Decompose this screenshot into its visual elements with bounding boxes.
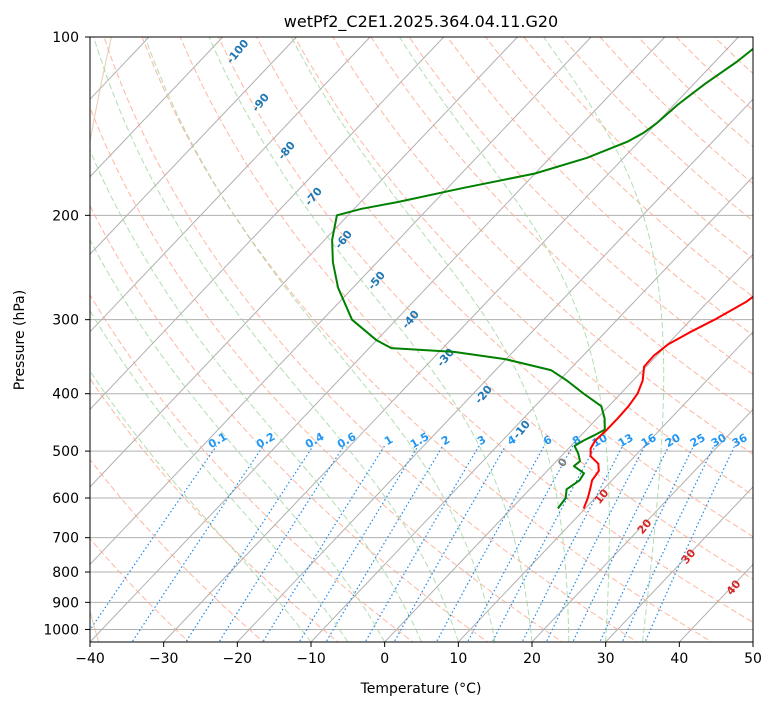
dry-adiabat-line: [142, 37, 716, 644]
mixing-ratio-label: 6: [541, 433, 554, 448]
y-tick-label: 900: [52, 595, 79, 611]
dry-adiabat-line: [0, 37, 341, 644]
dry-adiabat-label: 0: [555, 455, 570, 469]
x-tick-label: −40: [75, 651, 105, 667]
dry-adiabat-line: [753, 37, 775, 644]
dry-adiabat-line: [333, 37, 775, 644]
moist-adiabat-label: -40: [399, 308, 422, 332]
plot-frame: [90, 37, 753, 642]
mixing-ratio-line: [364, 446, 479, 645]
y-tick-label: 100: [52, 30, 79, 46]
mixing-ratio-line: [184, 446, 313, 645]
isotherm-line: [532, 37, 775, 642]
x-axis-label: Temperature (°C): [360, 681, 482, 697]
dry-adiabat-line: [409, 37, 775, 644]
mixing-ratio-label: 0.6: [335, 430, 359, 451]
isotherm-line: [90, 37, 665, 642]
chart-title: wetPf2_C2E1.2025.364.04.11.G20: [284, 12, 558, 32]
y-tick-label: 400: [52, 387, 79, 403]
mixing-ratio-line: [466, 446, 573, 645]
moist-adiabat-label: -60: [332, 228, 355, 252]
mixing-ratio-label: 30: [709, 431, 729, 450]
mixing-ratio-line: [298, 446, 418, 645]
y-tick-label: 500: [52, 444, 79, 460]
isotherm-line: [0, 37, 296, 642]
isotherm-line: [753, 37, 775, 642]
mixing-ratio-label: 25: [688, 431, 708, 450]
x-tick-label: 30: [597, 651, 615, 667]
moist-adiabat-line: [544, 37, 664, 642]
dry-adiabat-line: [257, 37, 775, 644]
y-tick-label: 200: [52, 208, 79, 224]
x-tick-label: 20: [523, 651, 541, 667]
isotherm-line: [0, 37, 517, 642]
dry-adiabat-line: [28, 37, 491, 644]
y-tick-label: 700: [52, 531, 79, 547]
mixing-ratio-label: 0.1: [206, 430, 229, 451]
mixing-ratio-line: [217, 446, 344, 645]
dry-adiabat-label: 40: [724, 577, 744, 597]
mixing-ratio-label: 20: [663, 431, 683, 450]
moist-adiabat-label: -80: [275, 139, 298, 163]
profiles: [332, 37, 775, 509]
dry-adiabat-line: [0, 37, 266, 644]
moist-adiabat-line: [145, 37, 495, 642]
x-tick-label: 50: [744, 651, 762, 667]
dry-adiabat-line: [371, 37, 775, 644]
trajectory-curve: [65, 37, 112, 644]
y-axis-label: Pressure (hPa): [12, 290, 28, 390]
moist-adiabat-label: -100: [224, 37, 252, 67]
isotherm-line: [0, 37, 370, 642]
mixing-ratio-label: 2: [439, 433, 452, 448]
dry-adiabat-line: [562, 37, 775, 644]
mixing-ratio-label: 36: [730, 431, 750, 450]
mixing-ratio-label: 3: [475, 433, 488, 448]
mixing-ratio-label: 1: [382, 433, 395, 448]
mixing-ratio-line: [435, 446, 544, 645]
isotherm-line: [385, 37, 775, 642]
mixing-ratio-line: [325, 446, 443, 645]
mixing-ratio-line: [130, 446, 263, 645]
dry-adiabat-line: [0, 37, 416, 644]
moist-adiabat-label: -70: [302, 185, 325, 209]
moist-adiabat-line: [0, 37, 311, 642]
x-tick-label: −20: [223, 651, 253, 667]
moist-adiabat-label: -30: [434, 346, 457, 370]
x-tick-label: 10: [449, 651, 467, 667]
moist-adiabat-label: -20: [472, 383, 495, 407]
moist-adiabat-line: [16, 37, 385, 642]
mixing-ratio-label: 0.4: [303, 430, 327, 451]
mixing-ratio-line: [572, 446, 669, 645]
mixing-ratio-line: [599, 446, 694, 645]
dry-adiabat-line: [66, 37, 566, 644]
y-tick-label: 800: [52, 565, 79, 581]
y-tick-label: 300: [52, 313, 79, 329]
mixing-ratio-label: 10: [590, 431, 610, 450]
mixing-ratio-label: 1.5: [408, 430, 431, 451]
x-tick-label: −10: [296, 651, 326, 667]
y-tick-label: 600: [52, 491, 79, 507]
x-tick-label: 40: [670, 651, 688, 667]
dry-adiabat-line: [295, 37, 775, 644]
x-tick-label: −30: [149, 651, 179, 667]
moist-adiabat-line: [94, 37, 459, 642]
y-tick-label: 1000: [43, 622, 79, 638]
dry-adiabat-label: 20: [635, 516, 655, 536]
mixing-ratio-label: 13: [616, 431, 636, 450]
isotherm-line: [0, 37, 223, 642]
dry-adiabat-line: [0, 37, 191, 644]
x-tick-label: 0: [380, 651, 389, 667]
moist-adiabat-label: -90: [249, 91, 272, 115]
moist-adiabat-line: [0, 37, 348, 642]
isotherm-line: [0, 37, 2, 642]
background-lines: [0, 37, 775, 644]
dry-adiabat-label: 30: [679, 546, 699, 566]
moist-adiabat-line: [291, 37, 569, 642]
